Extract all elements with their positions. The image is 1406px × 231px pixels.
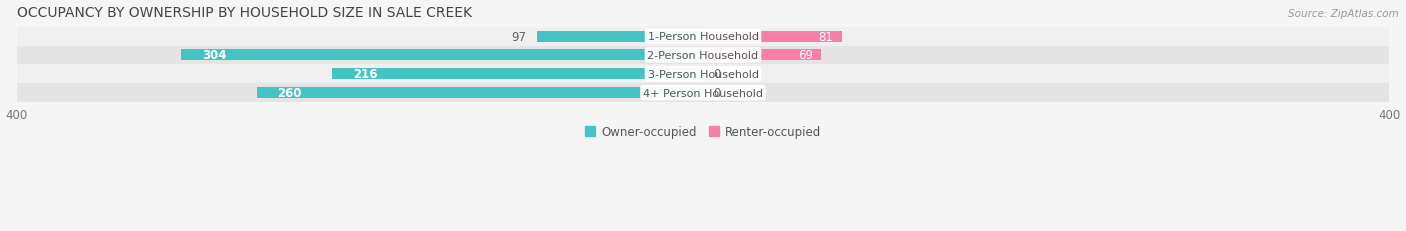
Text: OCCUPANCY BY OWNERSHIP BY HOUSEHOLD SIZE IN SALE CREEK: OCCUPANCY BY OWNERSHIP BY HOUSEHOLD SIZE… xyxy=(17,6,471,19)
Text: 4+ Person Household: 4+ Person Household xyxy=(643,88,763,98)
Text: 260: 260 xyxy=(277,87,302,100)
Text: 1-Person Household: 1-Person Household xyxy=(648,32,758,42)
Bar xyxy=(17,65,1389,84)
Legend: Owner-occupied, Renter-occupied: Owner-occupied, Renter-occupied xyxy=(579,121,827,143)
Text: 69: 69 xyxy=(797,49,813,62)
Text: 216: 216 xyxy=(353,68,377,81)
Text: 304: 304 xyxy=(202,49,226,62)
Bar xyxy=(257,88,703,99)
Text: 0: 0 xyxy=(713,87,721,100)
Text: 3-Person Household: 3-Person Household xyxy=(648,70,758,79)
Text: 81: 81 xyxy=(818,30,834,43)
Bar xyxy=(181,50,703,61)
Bar xyxy=(17,46,1389,65)
Bar xyxy=(332,69,703,80)
Bar xyxy=(703,31,842,42)
Text: Source: ZipAtlas.com: Source: ZipAtlas.com xyxy=(1288,9,1399,19)
Bar xyxy=(17,84,1389,103)
Bar xyxy=(17,27,1389,46)
Text: 97: 97 xyxy=(512,30,526,43)
Bar xyxy=(703,50,821,61)
Bar xyxy=(537,31,703,42)
Text: 0: 0 xyxy=(713,68,721,81)
Text: 2-Person Household: 2-Person Household xyxy=(647,51,759,61)
